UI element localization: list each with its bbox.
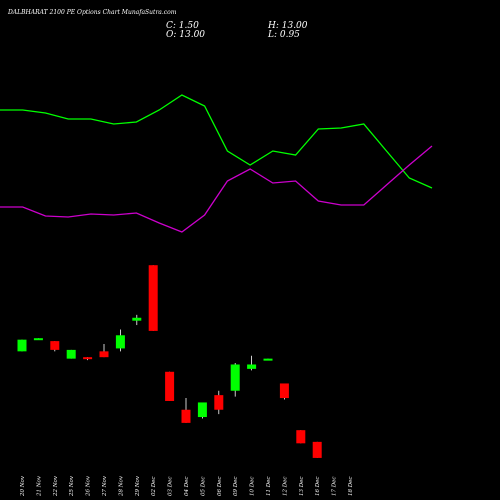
x-tick-label: 26 Nov (86, 475, 92, 497)
candle-body (197, 402, 207, 418)
indicator-line-1 (0, 94, 433, 189)
candle-body (83, 357, 93, 360)
x-tick-label: 22 Nov (53, 475, 59, 497)
candle-body (263, 358, 273, 361)
candle-body (115, 335, 125, 349)
indicator-lines (0, 94, 433, 233)
x-tick-label: 25 Nov (69, 475, 75, 497)
candle-body (296, 430, 306, 444)
high-readout: H: 13.00 (268, 21, 308, 31)
candle (296, 430, 306, 444)
candle (50, 341, 60, 352)
x-tick-label: 05 Dec (200, 477, 206, 497)
x-tick-label: 16 Dec (315, 477, 321, 497)
x-tick-label: 18 Dec (348, 477, 354, 497)
candle (83, 357, 93, 361)
candle-body (214, 395, 224, 410)
candle-body (247, 364, 257, 369)
candle (115, 329, 125, 352)
candle-body (312, 441, 322, 458)
candle (33, 338, 43, 341)
candle-body (230, 364, 240, 391)
close-readout: C: 1.50 (166, 21, 199, 31)
x-tick-label: 17 Dec (332, 477, 338, 497)
indicator-line-2 (0, 145, 433, 233)
open-readout: O: 13.00 (166, 30, 206, 40)
candle (181, 398, 191, 423)
candle-body (165, 371, 175, 401)
candle-body (132, 317, 142, 321)
candle (214, 390, 224, 415)
candle (132, 314, 142, 326)
x-tick-label: 02 Dec (151, 477, 157, 497)
candle-body (99, 351, 109, 358)
x-tick-label: 04 Dec (184, 477, 190, 497)
candle (312, 441, 322, 458)
candle (263, 358, 273, 361)
x-tick-label: 20 Nov (20, 475, 26, 497)
candle-body (17, 339, 27, 352)
candle (17, 339, 27, 352)
x-tick-label: 12 Dec (282, 477, 288, 497)
low-readout: L: 0.95 (268, 30, 300, 40)
candle (99, 344, 109, 358)
x-tick-label: 13 Dec (299, 477, 305, 497)
x-axis: 20 Nov 21 Nov 22 Nov 25 Nov 26 Nov 27 Nov 28 N… (20, 475, 354, 497)
x-tick-label: 03 Dec (168, 477, 174, 497)
candle-body (33, 338, 43, 341)
x-tick-label: 06 Dec (217, 477, 223, 497)
x-tick-label: 28 Nov (118, 475, 124, 497)
candle (148, 265, 158, 331)
candle-body (279, 383, 289, 399)
candle (66, 349, 76, 359)
candle (279, 383, 289, 400)
candle (247, 355, 257, 371)
candle-body (50, 341, 60, 350)
candle (230, 363, 240, 397)
x-tick-label: 21 Nov (36, 475, 42, 497)
x-tick-label: 09 Dec (233, 477, 239, 497)
candle-body (181, 409, 191, 423)
candle (165, 371, 175, 401)
x-tick-label: 29 Nov (135, 475, 141, 497)
x-tick-label: 10 Dec (250, 477, 256, 497)
candle-body (66, 349, 76, 359)
candle-body (148, 265, 158, 331)
x-tick-label: 27 Nov (102, 475, 108, 497)
chart-title: DALBHARAT 2100 PE Options Chart MunafaSu… (8, 9, 177, 16)
candlesticks (17, 265, 322, 458)
candle (197, 402, 207, 419)
x-tick-label: 11 Dec (266, 477, 272, 497)
